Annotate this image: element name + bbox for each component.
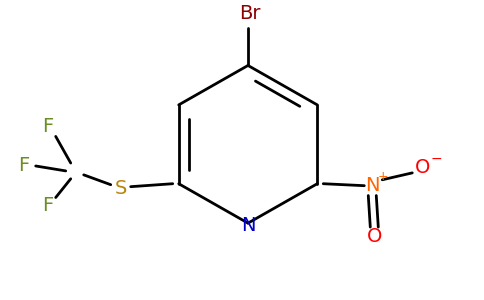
Text: F: F xyxy=(42,196,53,215)
Text: S: S xyxy=(115,179,127,198)
Text: −: − xyxy=(430,152,442,166)
Text: F: F xyxy=(42,117,53,136)
Text: N: N xyxy=(365,176,379,195)
Text: F: F xyxy=(18,157,30,175)
Text: Br: Br xyxy=(239,4,261,23)
Text: O: O xyxy=(366,227,382,246)
Text: O: O xyxy=(415,158,430,178)
Text: N: N xyxy=(241,216,255,235)
Text: +: + xyxy=(378,170,389,183)
